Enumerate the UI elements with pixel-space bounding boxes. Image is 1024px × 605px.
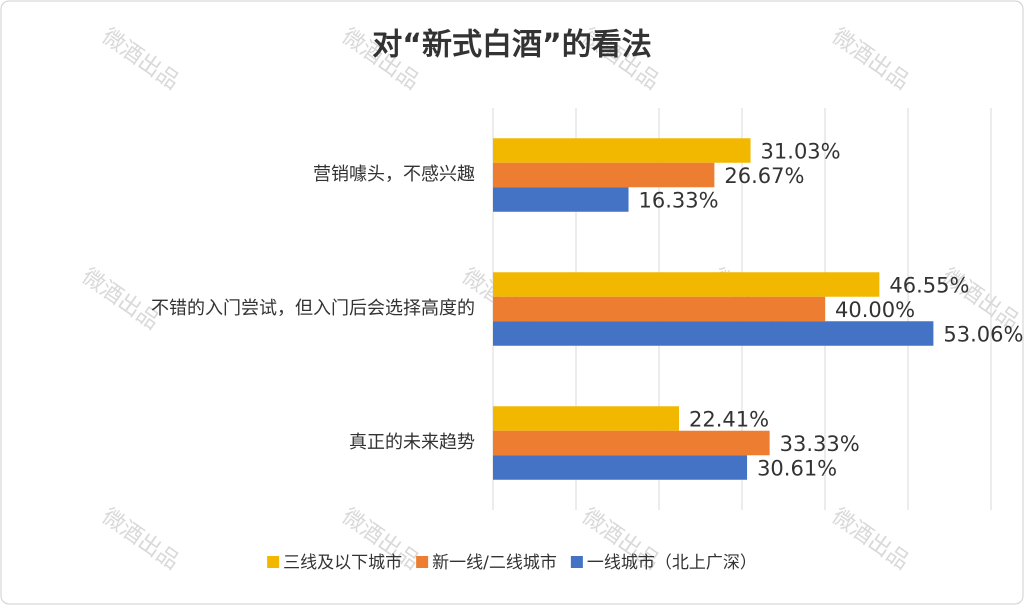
bar [493,187,629,212]
legend-swatch [416,556,429,568]
bar [493,296,825,322]
y-tick-label: 营销噱头，不感兴趣 [313,164,475,185]
y-tick-label: 不错的入门尝试，但入门后会选择高度的 [151,298,475,319]
legend-swatch [570,556,583,568]
value-label: 40.00% [835,298,915,322]
value-label: 30.61% [757,457,837,481]
value-label: 53.06% [943,323,1023,347]
legend: 三线及以下城市 新一线/二线城市 一线城市（北上广深） [267,553,757,573]
value-label: 16.33% [639,189,719,213]
bar [493,272,880,297]
bar [493,406,680,431]
bar [493,138,751,163]
bar [493,162,715,188]
value-label: 31.03% [761,140,841,164]
bar [493,430,770,456]
legend-label: 三线及以下城市 [283,553,402,573]
legend-label: 一线城市（北上广深） [587,553,757,573]
y-tick-label: 真正的未来趋势 [349,432,475,453]
bar [493,321,934,346]
chart-title: 对“新式白酒”的看法 [372,28,651,63]
legend-swatch [267,556,280,568]
value-label: 46.55% [889,274,969,298]
value-label: 26.67% [724,164,804,188]
value-label: 33.33% [780,432,860,456]
legend-label: 新一线/二线城市 [432,553,557,573]
bar [493,455,748,480]
value-label: 22.41% [689,408,769,432]
